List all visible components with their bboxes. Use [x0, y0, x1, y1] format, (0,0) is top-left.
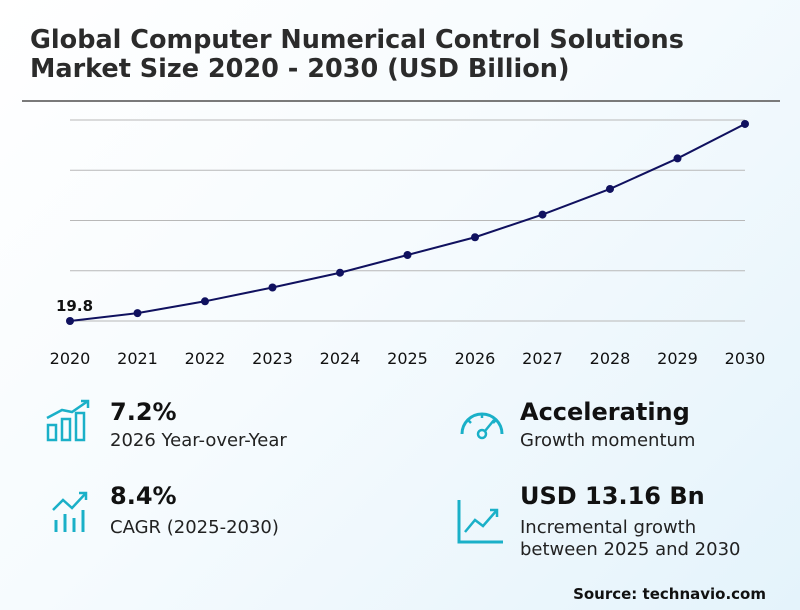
trend-chart-icon: [52, 491, 88, 532]
x-tick-label: 2026: [455, 349, 496, 368]
speedometer-icon: [460, 412, 504, 440]
x-tick-label: 2020: [50, 349, 91, 368]
x-tick-label: 2024: [320, 349, 361, 368]
bar-chart-growth-icon: [46, 399, 90, 442]
x-tick-label: 2022: [185, 349, 226, 368]
data-point: [268, 283, 277, 292]
chart-grid: [70, 119, 745, 322]
data-point: [403, 250, 412, 259]
stat-incremental-label-line2: between 2025 and 2030: [520, 539, 741, 560]
stat-yoy-label: 2026 Year-over-Year: [110, 430, 287, 451]
data-label: 19.8: [56, 297, 93, 315]
x-tick-label: 2025: [387, 349, 428, 368]
stat-momentum-value: Accelerating: [520, 398, 690, 426]
line-chart-up-icon: [457, 500, 503, 544]
data-point: [66, 317, 74, 325]
line-chart: 2020 2021 2022 2023 2024 2025 2026 2027 2028 2029…: [50, 119, 766, 368]
data-point: [741, 119, 749, 128]
data-point: [538, 210, 547, 219]
x-tick-label: 2023: [252, 349, 293, 368]
x-axis-ticks: 2020 2021 2022 2023 2024 2025 2026 2027 2028 2029…: [50, 349, 766, 368]
stat-cagr-label: CAGR (2025-2030): [110, 517, 279, 538]
x-tick-label: 2021: [117, 349, 158, 368]
chart-series: [66, 119, 749, 325]
stat-yoy-value: 7.2%: [110, 398, 177, 426]
source-credit: Source: technavio.com: [573, 585, 766, 603]
data-point: [471, 233, 479, 242]
title-divider: [22, 100, 780, 102]
stat-cagr-value: 8.4%: [110, 482, 177, 510]
series-line: [69, 123, 746, 322]
x-tick-label: 2028: [590, 349, 631, 368]
data-point: [336, 268, 344, 277]
data-point: [201, 297, 209, 306]
chart-annotations: 19.8: [56, 297, 93, 315]
stat-momentum-label: Growth momentum: [520, 430, 696, 451]
stat-incremental-value: USD 13.16 Bn: [520, 482, 705, 510]
data-point: [133, 309, 142, 318]
data-point: [673, 154, 682, 163]
x-tick-label: 2029: [657, 349, 698, 368]
x-tick-label: 2027: [522, 349, 563, 368]
data-point: [606, 184, 614, 193]
chart-title: Global Computer Numerical Control Soluti…: [30, 25, 684, 84]
x-tick-label: 2030: [725, 349, 766, 368]
stat-incremental-label-line1: Incremental growth: [520, 517, 697, 538]
